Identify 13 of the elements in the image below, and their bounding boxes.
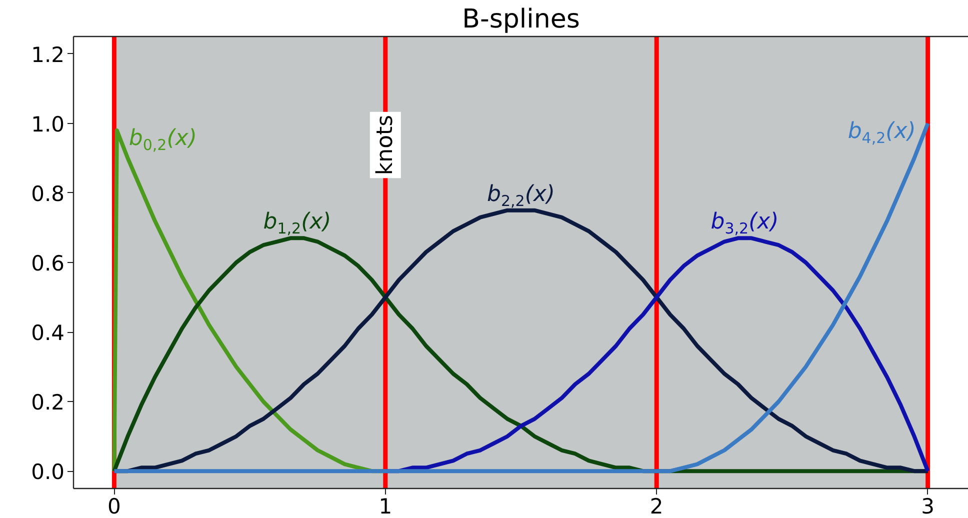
y-tick-label: 0.4 xyxy=(31,321,65,346)
y-tick-label: 0.6 xyxy=(31,252,65,276)
ref-line-label: knots xyxy=(372,114,398,176)
x-tick-label: 0 xyxy=(108,494,121,518)
x-tick-label: 2 xyxy=(650,494,664,518)
chart-title: B-splines xyxy=(462,4,580,34)
y-tick-label: 1.0 xyxy=(31,112,65,136)
y-tick-label: 0.0 xyxy=(31,460,65,484)
x-tick-label: 1 xyxy=(378,494,392,518)
y-tick-label: 0.2 xyxy=(31,390,65,415)
y-tick-label: 1.2 xyxy=(31,42,65,67)
y-tick-label: 0.8 xyxy=(31,182,65,206)
x-tick-label: 3 xyxy=(921,494,935,518)
